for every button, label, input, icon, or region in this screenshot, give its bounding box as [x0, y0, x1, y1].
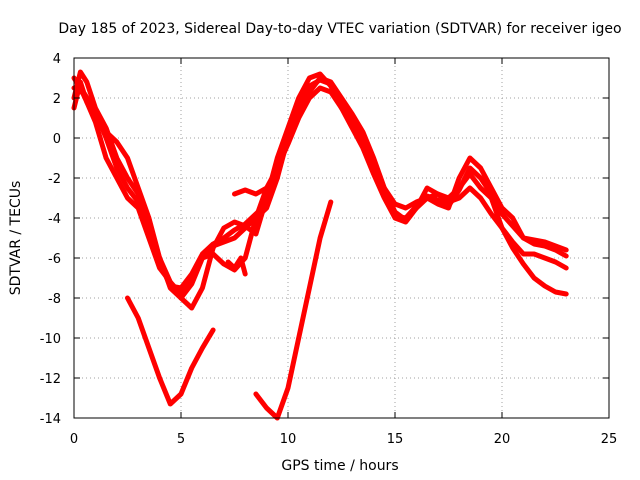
axis-ticks [73, 57, 610, 419]
x-tick-label: 5 [177, 432, 185, 447]
series-segment-c [125, 295, 216, 407]
series-track-1 [71, 69, 569, 297]
x-tick-label: 10 [280, 432, 297, 447]
x-tick-label: 20 [494, 432, 511, 447]
y-tick-labels: 4 2 0 -2 -4 -6 -8 -10 -12 -14 [40, 52, 61, 427]
series-layer [71, 69, 569, 421]
y-tick-label: 4 [53, 52, 61, 67]
x-tick-label: 0 [70, 432, 78, 447]
series-segment-a [232, 175, 280, 197]
x-axis-label: GPS time / hours [281, 458, 398, 474]
x-tick-label: 25 [601, 432, 618, 447]
x-tick-labels: 0 5 10 15 20 25 [70, 432, 617, 447]
y-tick-label: -2 [48, 172, 61, 187]
x-tick-label: 15 [387, 432, 404, 447]
y-tick-label: 0 [53, 132, 61, 147]
series-segment-b [225, 255, 248, 277]
y-tick-label: -12 [40, 372, 61, 387]
y-tick-label: -14 [40, 412, 61, 427]
plot-frame [73, 57, 610, 419]
series-track-2 [71, 75, 569, 301]
y-tick-label: 2 [53, 92, 61, 107]
y-axis-label: SDTVAR / TECUs [8, 181, 24, 296]
series-track-4 [71, 77, 569, 291]
y-tick-label: -8 [48, 292, 61, 307]
y-tick-label: -4 [48, 212, 61, 227]
y-tick-label: -10 [40, 332, 61, 347]
series-segment-d [253, 199, 334, 421]
y-tick-label: -6 [48, 252, 61, 267]
chart-title: Day 185 of 2023, Sidereal Day-to-day VTE… [58, 21, 621, 37]
grid [74, 58, 609, 418]
